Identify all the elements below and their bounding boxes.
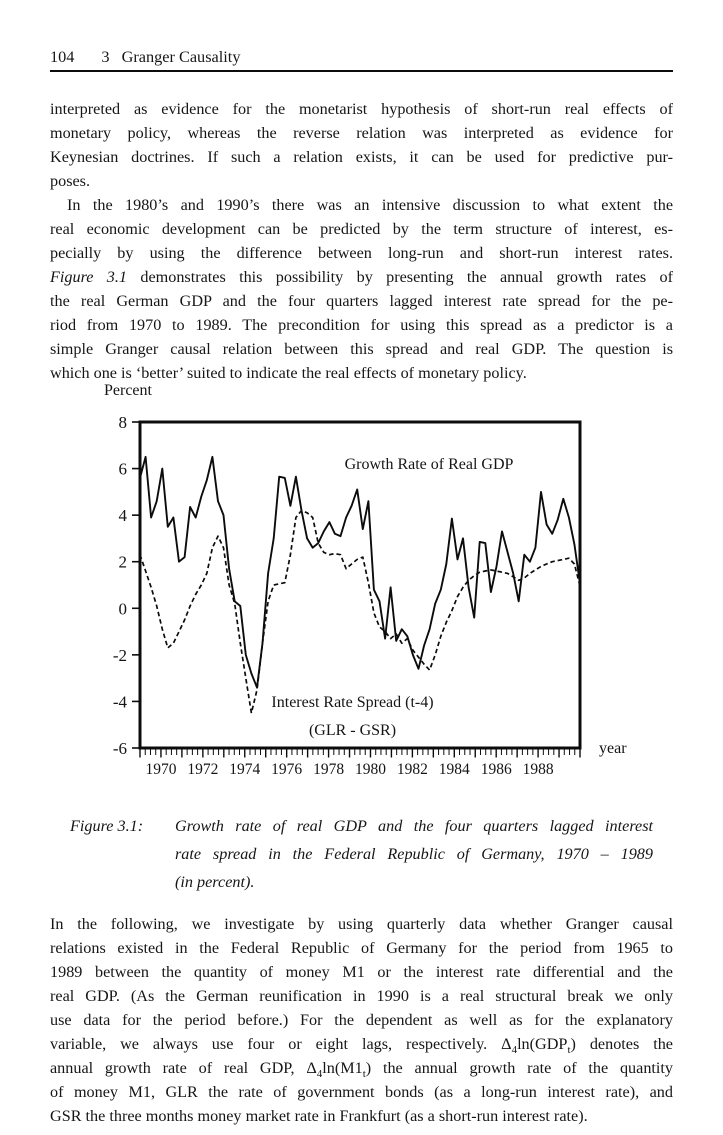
- y-tick-label: -6: [113, 739, 127, 758]
- y-axis-title: Percent: [104, 382, 152, 399]
- x-tick-label: 1980: [355, 761, 386, 778]
- x-tick-label: 1974: [229, 761, 260, 778]
- figure-caption-text: Growth rate of real GDP and the four qua…: [175, 812, 653, 896]
- text-line: Figure 3.1 demonstrates this possibility…: [50, 268, 674, 286]
- y-tick-label: 8: [119, 413, 128, 432]
- text-line: real economic development can be predict…: [50, 220, 673, 238]
- x-tick-label: 1988: [523, 761, 554, 778]
- figure-3-1-chart: Percent 8 6 4 2 0 -2 -4 -6 1970 1972 1974 1976 1978 1…: [50, 380, 673, 790]
- text-line: interpreted as evidence for the monetari…: [50, 100, 673, 118]
- text-line: monetary policy, whereas the reverse rel…: [50, 124, 673, 142]
- text-line: of money M1, GLR the rate of government …: [50, 1083, 673, 1101]
- x-tick-label: 1984: [439, 761, 470, 778]
- paragraph-1: interpreted as evidence for the monetari…: [50, 97, 673, 193]
- header-rule: [50, 70, 673, 73]
- text-line: riod from 1970 to 1989. The precondition…: [50, 316, 673, 334]
- text-line: relations existed in the Federal Republi…: [50, 939, 673, 957]
- gdp-spread-line-chart: 8 6 4 2 0 -2 -4 -6 1970 1972 1974 1976 1978 1980 1982 1…: [113, 413, 582, 778]
- text-line: annual growth rate of real GDP, Δ4ln(M1t…: [50, 1059, 673, 1081]
- text-line: Keynesian doctrines. If such a relation …: [50, 148, 673, 166]
- x-axis-title: year: [599, 740, 627, 757]
- figure-caption-label: Figure 3.1:: [70, 817, 144, 835]
- x-tick-label: 1972: [187, 761, 218, 778]
- x-tick-label: 1986: [481, 761, 512, 778]
- text-line: simple Granger causal relation between t…: [50, 340, 673, 358]
- x-tick-label: 1976: [271, 761, 302, 778]
- x-tick-label: 1978: [313, 761, 344, 778]
- text-line: which one is ‘better’ suited to indicate…: [50, 364, 527, 382]
- chapter-title: Granger Causality: [121, 47, 241, 66]
- text-line: In the 1980’s and 1990’s there was an in…: [67, 196, 673, 214]
- text-line: the real German GDP and the four quarter…: [50, 292, 673, 310]
- page-header: 104 3 Granger Causality: [50, 47, 673, 67]
- spread-series-sublabel: (GLR - GSR): [308, 722, 397, 739]
- text-line: rate spread in the Federal Republic of G…: [175, 845, 653, 863]
- text-line: real GDP. (As the German reunification i…: [50, 987, 673, 1005]
- text-line: use data for the period before.) For the…: [50, 1011, 673, 1029]
- x-tick-label: 1970: [145, 761, 176, 778]
- y-tick-label: 6: [119, 460, 128, 479]
- chapter-number: 3: [101, 47, 110, 66]
- text-line: In the following, we investigate by usin…: [50, 915, 673, 933]
- interest-rate-spread-series: [139, 509, 581, 714]
- text-line: Growth rate of real GDP and the four qua…: [175, 817, 653, 835]
- gdp-series-label: Growth Rate of Real GDP: [344, 456, 514, 473]
- text-line: 1989 between the quantity of money M1 or…: [50, 963, 673, 981]
- y-tick-label: 0: [119, 599, 128, 618]
- text-line: variable, we always use four or eight la…: [50, 1035, 673, 1057]
- x-tick-label: 1982: [397, 761, 428, 778]
- gdp-growth-series: [139, 455, 581, 689]
- y-tick-label: -2: [113, 646, 127, 665]
- text-line: poses.: [50, 172, 91, 190]
- text-line: (in percent).: [175, 873, 255, 891]
- paragraph-3: In the following, we investigate by usin…: [50, 912, 673, 1128]
- y-tick-label: 2: [119, 553, 128, 572]
- spread-series-label: Interest Rate Spread (t-4): [271, 694, 434, 711]
- paragraph-2: In the 1980’s and 1990’s there was an in…: [50, 193, 673, 385]
- y-tick-label: 4: [119, 506, 128, 525]
- text-line: pecially by using the difference between…: [50, 244, 673, 262]
- text-line: GSR the three months money market rate i…: [50, 1107, 588, 1125]
- page-number: 104: [50, 47, 75, 66]
- y-tick-label: -4: [113, 692, 128, 711]
